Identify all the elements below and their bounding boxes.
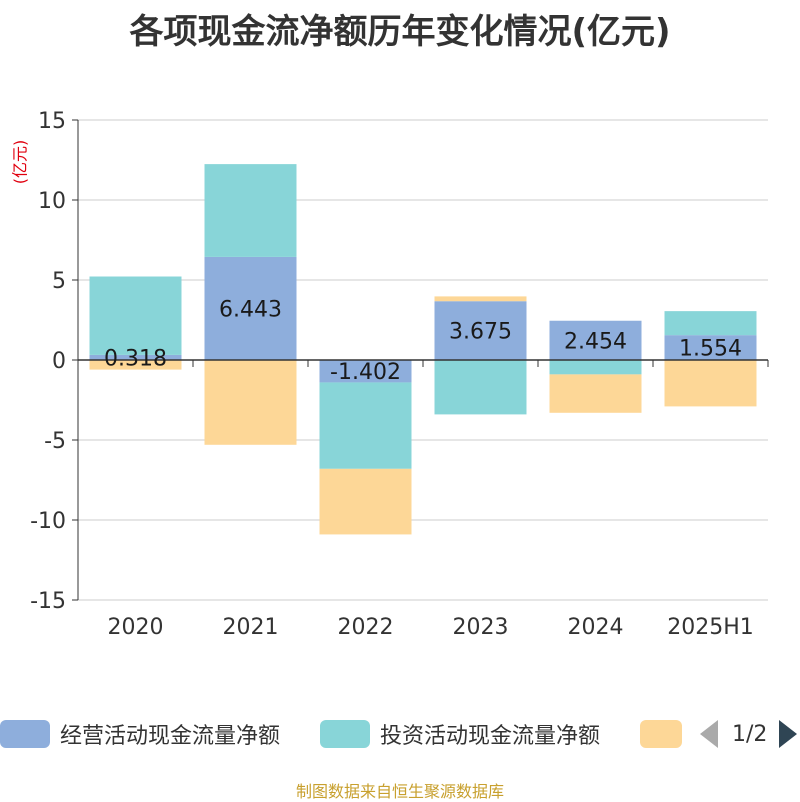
y-tick-label: -10 (30, 509, 66, 534)
chart-title: 各项现金流净额历年变化情况(亿元) (129, 12, 671, 52)
x-tick-label: 2021 (223, 615, 279, 640)
bar-series0-2024[interactable] (549, 320, 642, 360)
legend-swatch-operating (0, 720, 50, 748)
legend-item-investing[interactable]: 投资活动现金流量净额 (320, 716, 600, 752)
x-tick-label: 2020 (108, 615, 164, 640)
y-tick-label: 10 (38, 189, 66, 214)
y-tick-label: -5 (44, 429, 66, 454)
bar-series0-2022[interactable] (319, 360, 412, 383)
data-label: 2.454 (564, 329, 627, 354)
bar-series2-2025H1[interactable] (664, 360, 757, 407)
bar-series0-2025H1[interactable] (664, 335, 757, 360)
data-label: 3.675 (449, 320, 512, 345)
legend-pager: 1/2 (700, 716, 798, 752)
legend-item-operating[interactable]: 经营活动现金流量净额 (0, 716, 280, 752)
x-tick-label: 2022 (338, 615, 394, 640)
bar-series1-2023[interactable] (434, 360, 527, 415)
data-label: 0.318 (104, 346, 167, 371)
bar-series0-2021[interactable] (204, 256, 297, 360)
bar-series2-2021[interactable] (204, 360, 297, 445)
data-label: 1.554 (679, 337, 742, 362)
bar-series0-2020[interactable] (89, 354, 182, 360)
y-tick-label: 5 (52, 269, 66, 294)
legend-label-operating: 经营活动现金流量净额 (60, 724, 281, 749)
data-label: 6.443 (219, 297, 282, 322)
y-tick-label: 15 (38, 109, 66, 134)
data-label: -1.402 (330, 360, 401, 385)
bar-series1-2021[interactable] (204, 164, 297, 257)
y-tick-label: -15 (30, 589, 66, 614)
bar-series2-2022[interactable] (319, 468, 412, 535)
bar-series2-2023[interactable] (434, 296, 527, 302)
bar-series2-2024[interactable] (549, 374, 642, 413)
y-tick-label: 0 (52, 349, 66, 374)
bar-chart: 15 10 5 0 -5 -10 -15 2020 2021 2022 2023 2024 2025H1… (30, 109, 769, 640)
legend: 经营活动现金流量净额 投资活动现金流量净额 (0, 716, 800, 756)
bar-series1-2020[interactable] (89, 276, 182, 355)
bar-series1-2022[interactable] (319, 382, 412, 469)
x-tick-label: 2023 (453, 615, 509, 640)
bar-series1-2025H1[interactable] (664, 311, 757, 336)
bar-series1-2024[interactable] (549, 360, 642, 375)
legend-next-page-icon[interactable] (779, 720, 798, 748)
legend-prev-page-icon[interactable] (700, 720, 718, 748)
legend-label-investing: 投资活动现金流量净额 (380, 724, 601, 749)
legend-page-indicator: 1/2 (732, 721, 768, 747)
legend-item-financing[interactable] (640, 716, 682, 752)
legend-swatch-financing (640, 720, 682, 748)
data-source-note: 制图数据来自恒生聚源数据库 (295, 782, 504, 801)
legend-swatch-investing (320, 720, 370, 748)
x-tick-label: 2025H1 (667, 615, 754, 640)
bar-series2-2020[interactable] (89, 360, 182, 370)
bar-series0-2023[interactable] (434, 301, 527, 360)
x-tick-label: 2024 (568, 615, 624, 640)
